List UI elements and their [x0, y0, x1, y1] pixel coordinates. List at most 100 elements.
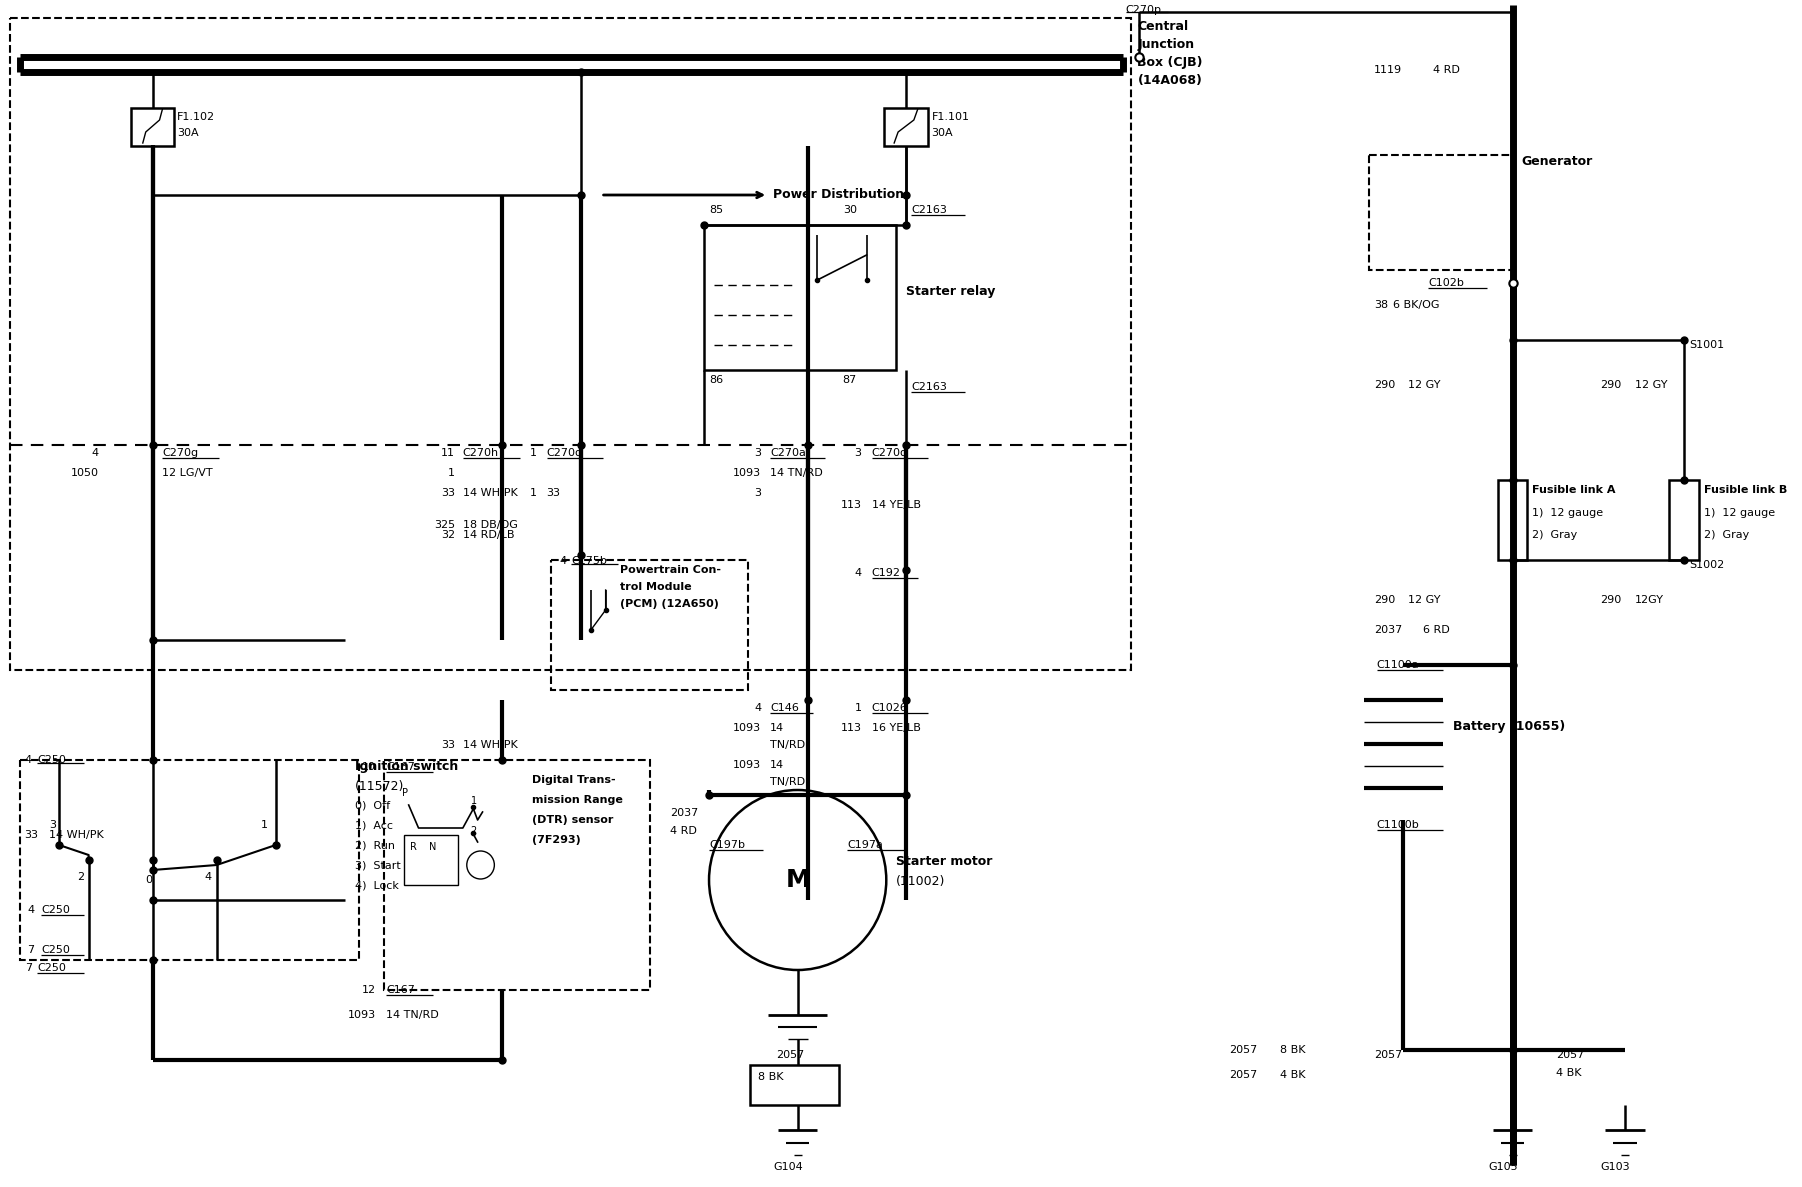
Text: F1.102: F1.102	[177, 112, 216, 122]
Text: 6 BK/OG: 6 BK/OG	[1393, 300, 1440, 310]
Text: 1093: 1093	[348, 1010, 377, 1020]
Text: 14 WH/PK: 14 WH/PK	[463, 488, 517, 499]
Text: C270g: C270g	[162, 447, 198, 458]
Text: 33: 33	[441, 740, 454, 750]
Bar	[9, 18, 1130, 669]
Text: 325: 325	[434, 520, 454, 531]
Text: trol Module: trol Module	[620, 582, 692, 592]
Text: 30: 30	[843, 205, 856, 215]
Text: Powertrain Con-: Powertrain Con-	[620, 565, 721, 575]
Text: C175b: C175b	[571, 556, 607, 566]
Text: C250: C250	[41, 904, 70, 915]
Text: 7: 7	[25, 963, 32, 973]
Text: 12GY: 12GY	[1634, 595, 1663, 605]
Text: 12: 12	[362, 985, 377, 995]
Text: TN/RD: TN/RD	[769, 777, 805, 787]
Text: 14 WH/PK: 14 WH/PK	[49, 830, 105, 840]
Text: 11: 11	[441, 447, 454, 458]
Text: (14A068): (14A068)	[1137, 74, 1202, 87]
Text: Fusible link B: Fusible link B	[1703, 485, 1788, 495]
Text: 4: 4	[25, 755, 32, 764]
Text: Box (CJB): Box (CJB)	[1137, 56, 1204, 69]
Text: 1: 1	[470, 796, 478, 806]
Text: 1119: 1119	[1373, 65, 1402, 75]
Text: 87: 87	[843, 375, 856, 385]
Text: P: P	[402, 788, 407, 798]
Text: 14 YE/LB: 14 YE/LB	[872, 500, 921, 510]
Text: (PCM) (12A650): (PCM) (12A650)	[620, 599, 719, 609]
Text: 1: 1	[261, 820, 268, 830]
Text: 4 RD: 4 RD	[670, 826, 697, 836]
Text: G104: G104	[773, 1162, 804, 1172]
Text: C2163: C2163	[910, 382, 946, 392]
Text: C1100a: C1100a	[1377, 660, 1420, 669]
Text: Power Distribution: Power Distribution	[773, 188, 905, 201]
Text: S1001: S1001	[1688, 339, 1725, 350]
Text: C250: C250	[38, 963, 67, 973]
Text: 2: 2	[470, 826, 478, 836]
Text: 290: 290	[1373, 595, 1395, 605]
Text: 3: 3	[755, 488, 760, 499]
Text: Fusible link A: Fusible link A	[1532, 485, 1616, 495]
Bar	[551, 560, 748, 690]
Text: C102b: C102b	[1427, 278, 1463, 288]
Text: 14: 14	[769, 723, 784, 734]
Text: 4 BK: 4 BK	[1279, 1069, 1306, 1080]
Text: S1002: S1002	[1688, 560, 1725, 570]
Text: G105: G105	[1488, 1162, 1517, 1172]
Text: R: R	[409, 842, 416, 852]
Text: mission Range: mission Range	[532, 795, 623, 805]
Text: 2057: 2057	[1229, 1069, 1258, 1080]
Text: M: M	[786, 868, 811, 891]
Text: 12 GY: 12 GY	[1407, 595, 1442, 605]
Text: C270h: C270h	[463, 447, 499, 458]
Text: 1: 1	[854, 703, 861, 713]
Bar	[1497, 480, 1528, 560]
Text: 4: 4	[753, 703, 760, 713]
Text: C192: C192	[872, 569, 901, 578]
Text: 2057: 2057	[1229, 1045, 1258, 1055]
Text: C270a: C270a	[769, 447, 805, 458]
Text: C250: C250	[38, 755, 67, 764]
Text: C270d: C270d	[872, 447, 908, 458]
Text: 14 TN/RD: 14 TN/RD	[386, 1010, 438, 1020]
Text: 0)  Off: 0) Off	[355, 800, 389, 810]
Text: 0: 0	[146, 875, 153, 886]
Text: (7F293): (7F293)	[532, 834, 580, 845]
Text: 1093: 1093	[733, 760, 760, 770]
Text: 2057: 2057	[1555, 1050, 1584, 1060]
Text: 4: 4	[854, 569, 861, 578]
Text: 86: 86	[708, 375, 723, 385]
Text: 1050: 1050	[70, 468, 99, 478]
Text: 38: 38	[1373, 300, 1388, 310]
Text: 8 BK: 8 BK	[1279, 1045, 1306, 1055]
Text: 1: 1	[530, 447, 537, 458]
Text: 33: 33	[25, 830, 38, 840]
Text: C2163: C2163	[910, 205, 946, 215]
Text: (11572): (11572)	[355, 780, 404, 793]
Text: Central: Central	[1137, 20, 1189, 33]
Text: 2)  Gray: 2) Gray	[1703, 531, 1750, 540]
Text: 2057: 2057	[777, 1050, 804, 1060]
Text: 4)  Lock: 4) Lock	[355, 880, 398, 890]
Bar	[404, 834, 458, 886]
Text: 3: 3	[49, 820, 56, 830]
Text: 3: 3	[854, 447, 861, 458]
Text: 290: 290	[1373, 380, 1395, 391]
Text: 4: 4	[27, 904, 34, 915]
Text: 3)  Start: 3) Start	[355, 861, 400, 870]
Text: 1: 1	[530, 488, 537, 499]
Text: Starter relay: Starter relay	[906, 285, 995, 298]
Text: C167: C167	[386, 985, 414, 995]
Text: C167: C167	[386, 762, 414, 772]
Text: 7: 7	[27, 945, 34, 956]
Text: 12 LG/VT: 12 LG/VT	[162, 468, 213, 478]
Text: 33: 33	[441, 488, 454, 499]
Text: C146: C146	[769, 703, 798, 713]
Text: Generator: Generator	[1521, 155, 1593, 169]
Text: 2: 2	[77, 872, 85, 882]
Bar	[1370, 155, 1512, 269]
Text: 14: 14	[769, 760, 784, 770]
Bar	[750, 1065, 840, 1105]
Bar	[885, 108, 928, 146]
